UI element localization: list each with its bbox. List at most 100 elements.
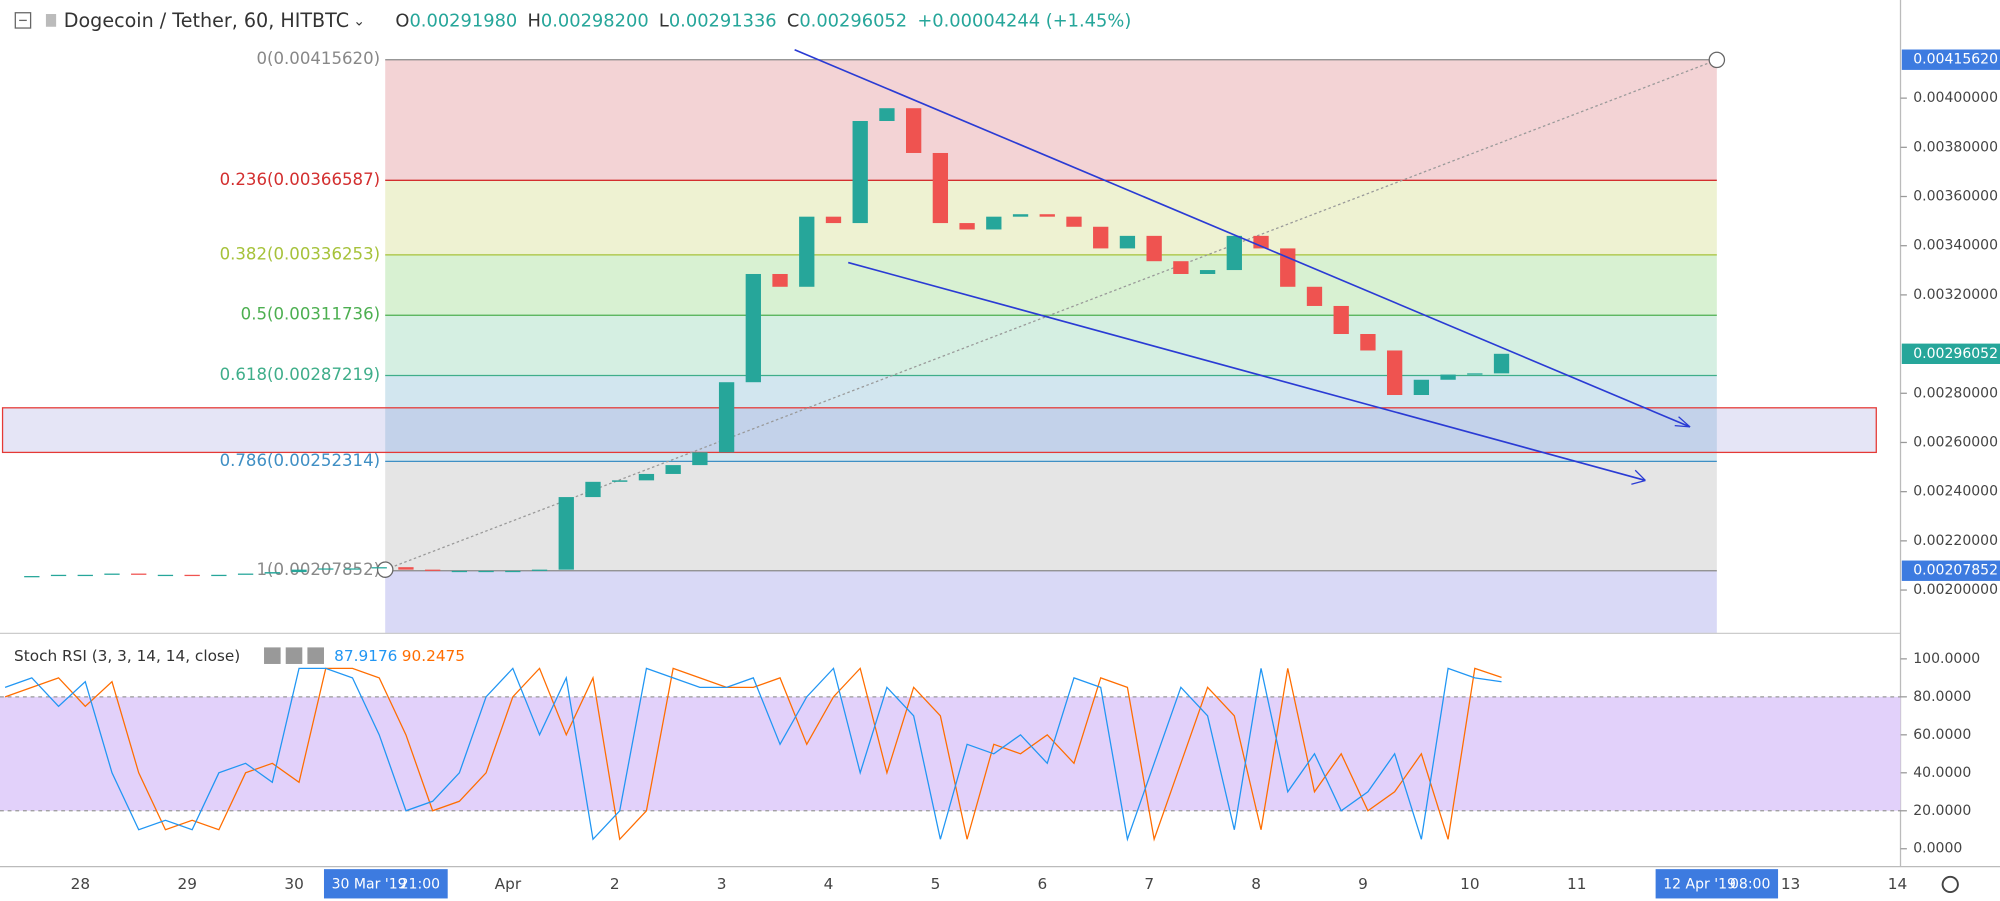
fib-zone <box>385 375 1717 462</box>
ohlc-label: L <box>659 11 669 32</box>
price-badge <box>1901 343 2000 364</box>
candle <box>959 223 975 230</box>
candles <box>24 108 1510 578</box>
time-label: Apr <box>495 875 522 893</box>
price-badge <box>1901 49 2000 70</box>
anchor-point[interactable] <box>1708 51 1726 69</box>
fib-label: 0(0.00415620) <box>256 49 380 68</box>
time-badge-date: 12 Apr '19 <box>1663 876 1736 892</box>
price-change: +0.00004244 (+1.45%) <box>917 11 1131 32</box>
candle <box>264 572 280 574</box>
price-tick-label: 0.00340000 <box>1913 238 1998 254</box>
price-tick-label: 0.00360000 <box>1913 189 1998 205</box>
candle <box>986 216 1002 230</box>
candle <box>718 382 735 453</box>
trend-line[interactable] <box>794 48 1691 428</box>
candle <box>692 452 708 466</box>
candle <box>1306 286 1323 306</box>
indicator-button[interactable] <box>264 647 281 664</box>
stoch-tick-label: 40.0000 <box>1913 765 1971 781</box>
time-label: 30 <box>284 875 303 893</box>
stoch-tick-label: 60.0000 <box>1913 727 1971 743</box>
fib-zone <box>385 254 1717 316</box>
candle <box>1440 374 1456 380</box>
candle <box>1093 226 1109 249</box>
candle <box>1039 214 1055 217</box>
candle <box>932 152 949 224</box>
stoch-k-value: 87.9176 <box>334 647 397 665</box>
time-label: 8 <box>1251 875 1261 893</box>
time-badge <box>323 869 448 899</box>
candle <box>1493 353 1510 374</box>
time-label: 7 <box>1144 875 1154 893</box>
time-label: 5 <box>931 875 941 893</box>
anchor-point[interactable] <box>376 561 394 578</box>
time-label: 11 <box>1567 875 1586 893</box>
ohlc-label: O <box>395 11 409 32</box>
time-badge-time: 21:00 <box>400 876 440 892</box>
price-badge-label: 0.00296052 <box>1913 346 1998 362</box>
price-tick-label: 0.00280000 <box>1913 385 1998 401</box>
candle <box>451 570 468 573</box>
price-tick-label: 0.00380000 <box>1913 139 1998 155</box>
candle <box>1386 350 1403 396</box>
fib-zone <box>385 315 1717 376</box>
price-tick-label: 0.00240000 <box>1913 484 1998 500</box>
trend-line[interactable] <box>847 261 1646 482</box>
price-badge-label: 0.00207852 <box>1913 563 1998 579</box>
ohlc-label: C <box>787 11 799 32</box>
time-axis <box>0 866 1901 901</box>
stoch-rsi-pane: 100.0000 80.0000 60.0000 40.0000 20.0000 0.00… <box>0 647 1980 857</box>
candle <box>531 569 548 571</box>
time-axis-labels: 28 29 30 Apr 2 3 4 5 6 7 8 9 10 11 13 14 30 Mar '1921:00… <box>71 869 1907 899</box>
time-label: 4 <box>824 875 834 893</box>
candle <box>104 573 120 575</box>
candle <box>50 574 67 577</box>
arrow-head <box>1674 416 1691 428</box>
fib-zone <box>385 461 1717 571</box>
settings-button[interactable] <box>1941 875 1959 894</box>
indicator-button[interactable] <box>285 647 303 664</box>
price-tick-label: 0.00320000 <box>1913 287 1998 303</box>
candle <box>638 473 655 481</box>
time-label: 6 <box>1037 875 1047 893</box>
candle <box>211 574 227 577</box>
candle <box>558 497 574 570</box>
time-label: 2 <box>610 875 620 893</box>
indicator-button[interactable] <box>307 647 324 664</box>
candle <box>1146 235 1162 262</box>
collapse-button[interactable] <box>14 12 32 29</box>
time-badge-date: 30 Mar '19 <box>332 876 407 892</box>
symbol-icon <box>45 14 57 27</box>
candle <box>24 576 40 578</box>
symbol[interactable]: Dogecoin / Tether, 60, HITBTC <box>64 9 349 32</box>
fib-label: 0.618(0.00287219) <box>220 365 381 384</box>
stoch-d-value: 90.2475 <box>402 647 465 665</box>
candle <box>318 568 334 570</box>
candle <box>1413 379 1430 396</box>
candle <box>825 216 842 224</box>
price-axis-labels: 0.00400000 0.00380000 0.00360000 0.00340000… <box>1900 49 2000 598</box>
stoch-k-line <box>4 667 1502 842</box>
fib-label: 0.5(0.00311736) <box>241 305 380 324</box>
fib-zone <box>385 180 1717 255</box>
price-tick-label: 0.00400000 <box>1913 90 1998 106</box>
ohlc: O0.00291980 H0.00298200 L0.00291336 C0.0029… <box>395 11 1131 32</box>
fib-label: 0.382(0.00336253) <box>220 244 381 263</box>
ohlc-value: 0.00291336 <box>669 11 777 32</box>
time-badge-time: 08:00 <box>1730 876 1770 892</box>
candle <box>1119 235 1136 249</box>
time-label: 28 <box>71 875 90 893</box>
candle <box>1066 216 1082 227</box>
stoch-tick-label: 100.0000 <box>1913 651 1980 667</box>
time-label: 3 <box>717 875 727 893</box>
candle <box>745 273 761 383</box>
candle <box>157 574 174 577</box>
candle <box>478 570 494 573</box>
candle <box>291 569 307 573</box>
symbol-dropdown[interactable]: ⌄ <box>353 14 365 30</box>
candle <box>905 108 922 153</box>
stoch-tick-label: 80.0000 <box>1913 689 1971 705</box>
price-tick-label: 0.00260000 <box>1913 434 1998 450</box>
candle <box>852 121 868 224</box>
